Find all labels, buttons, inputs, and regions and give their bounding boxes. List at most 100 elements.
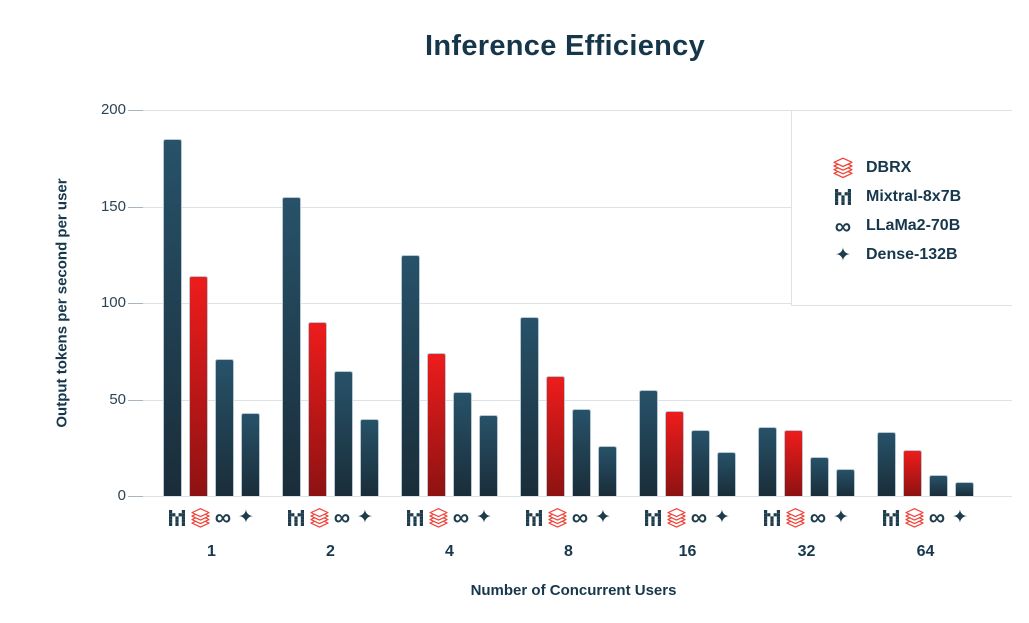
llama-icon: ∞ [809,506,828,529]
bar-dense-132b-users-1 [241,413,260,496]
gridline-y0 [135,496,1012,497]
x-tick-label-16: 16 [678,543,697,560]
mixtral-icon [168,508,187,527]
bar-mixtral-8x7b-users-4 [401,255,420,496]
bar-llama2-70b-users-1 [215,359,234,496]
y-tick-mark [128,399,143,401]
llama-icon: ∞ [832,212,854,239]
infinity-glyph: ∞ [928,504,946,530]
legend-item-llama2-70b: ∞ LLaMa2-70B [832,212,1012,239]
y-tick-label: 200 [100,101,126,118]
gridline-y200 [135,110,1012,111]
llama-icon: ∞ [452,504,471,530]
dbrx-icon [832,157,854,179]
x-tick-label-4: 4 [445,543,454,560]
star-glyph: ✦ [238,507,254,528]
y-tick-mark [128,110,143,111]
bar-dense-132b-users-2 [360,419,379,496]
bar-mixtral-8x7b-users-1 [163,139,182,496]
legend-label: Dense-132B [866,246,958,263]
bar-dbrx-users-8 [546,376,565,496]
star-glyph: ✦ [595,507,611,528]
bar-llama2-70b-users-64 [929,475,948,496]
legend-item-mixtral-8x7b: Mixtral-8x7B [832,186,1012,208]
dense-icon: ✦ [713,508,732,527]
bar-dbrx-users-4 [427,353,446,496]
y-tick-label: 150 [100,197,126,215]
plot-area: ∞ ✦ 1 ∞ ✦ 2 ∞ ✦ 4 ∞ ✦ 8 ∞ ✦ 16 ∞ ✦ 32 ∞ ✦ 64 [128,110,1012,560]
llama-icon: ∞ [571,504,590,530]
infinity-glyph: ∞ [690,504,708,530]
mixtral-icon [882,508,901,527]
dense-icon: ✦ [475,508,494,527]
x-tick-label-1: 1 [207,543,216,560]
infinity-glyph: ∞ [452,504,470,530]
series-icon-row-users-2: ∞ ✦ [287,504,375,530]
y-tick-label: 0 [117,487,126,504]
bar-llama2-70b-users-2 [334,371,353,496]
x-tick-label-32: 32 [797,543,816,560]
bar-dense-132b-users-4 [479,415,498,496]
series-icon-row-users-8: ∞ ✦ [525,504,613,530]
x-tick-label-2: 2 [326,543,335,560]
bar-llama2-70b-users-4 [453,392,472,496]
bar-dbrx-users-2 [308,322,327,496]
legend-item-dense-132b: ✦ Dense-132B [832,244,1012,266]
y-tick-mark [128,496,143,497]
mixtral-icon [644,508,663,527]
x-tick-label-64: 64 [916,543,935,560]
dense-icon: ✦ [951,508,970,527]
dense-icon: ✦ [594,508,613,527]
star-glyph: ✦ [952,507,968,528]
llama-icon: ∞ [214,504,233,530]
bar-dense-132b-users-8 [598,446,617,496]
dbrx-icon [785,507,805,528]
gridline-y150 [135,206,1012,208]
series-icon-row-users-16: ∞ ✦ [644,504,732,530]
x-axis-title: Number of Concurrent Users [470,582,677,599]
bar-mixtral-8x7b-users-2 [282,197,301,496]
bar-dense-132b-users-64 [955,482,974,496]
legend-item-dbrx: DBRX [832,157,1012,179]
legend: DBRX Mixtral-8x7B ∞ LLaMa2-70B ✦ Dense-132B [791,110,1012,306]
dbrx-icon [666,507,686,528]
dbrx-icon [190,507,210,528]
bar-mixtral-8x7b-users-16 [639,390,658,496]
x-tick-label-8: 8 [564,543,573,560]
bar-llama2-70b-users-16 [691,430,710,496]
dense-icon: ✦ [832,508,851,527]
dbrx-icon [547,507,567,528]
gridline-y100 [135,303,1012,304]
legend-label: Mixtral-8x7B [866,188,962,205]
llama-icon: ∞ [928,504,947,530]
bar-dbrx-users-16 [665,411,684,496]
mixtral-icon [525,508,544,527]
bar-llama2-70b-users-8 [572,409,591,496]
series-icon-row-users-32: ∞ ✦ [763,506,851,529]
star-glyph: ✦ [357,507,373,528]
mixtral-icon [832,186,854,208]
mixtral-icon [406,508,425,527]
series-icon-row-users-4: ∞ ✦ [406,504,494,530]
y-tick-mark [128,303,143,304]
bar-dense-132b-users-32 [836,469,855,496]
dense-icon: ✦ [237,508,256,527]
infinity-glyph: ∞ [214,504,232,530]
dense-icon: ✦ [832,244,854,266]
star-glyph: ✦ [476,507,492,528]
mixtral-icon [287,508,306,527]
star-glyph: ✦ [833,507,849,528]
bar-mixtral-8x7b-users-64 [877,432,896,496]
bar-mixtral-8x7b-users-32 [758,427,777,496]
bar-llama2-70b-users-32 [810,457,829,496]
y-tick-label: 100 [100,294,126,311]
dbrx-icon [309,507,329,528]
bar-mixtral-8x7b-users-8 [520,317,539,496]
llama-icon: ∞ [333,504,352,530]
infinity-glyph: ∞ [333,504,351,530]
llama-icon: ∞ [690,504,709,530]
infinity-glyph: ∞ [834,212,852,239]
infinity-glyph: ∞ [571,504,589,530]
star-glyph: ✦ [714,507,730,528]
bar-dense-132b-users-16 [717,452,736,496]
